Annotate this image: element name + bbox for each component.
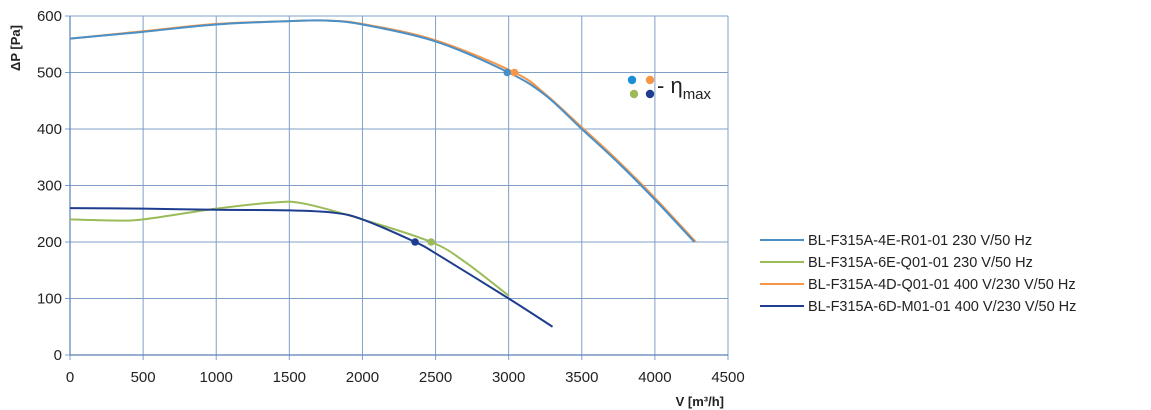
eta-max-point-2	[427, 238, 435, 246]
y-tick-label: 500	[37, 65, 62, 82]
y-tick-label: 400	[37, 121, 62, 138]
eta-legend-dot	[629, 89, 639, 99]
x-tick-label: 500	[131, 369, 156, 386]
legend-label-2: BL-F315A-6E-Q01-01 230 V/50 Hz	[808, 255, 1033, 271]
x-tick-label: 1000	[200, 369, 233, 386]
series-lines	[69, 19, 697, 328]
eta-legend-dot	[645, 89, 655, 99]
x-tick-label: 2500	[419, 369, 452, 386]
legend-label-1: BL-F315A-4E-R01-01 230 V/50 Hz	[808, 233, 1032, 249]
series-line-2	[69, 200, 510, 297]
eta-legend-dot	[627, 75, 637, 85]
y-tick-label: 600	[37, 8, 62, 25]
series-line-1	[69, 19, 696, 243]
eta-max-markers	[411, 68, 519, 246]
eta-max-point-1	[503, 68, 512, 77]
legend-label-3: BL-F315A-4D-Q01-01 400 V/230 V/50 Hz	[808, 277, 1076, 293]
eta-max-legend: - ηmax	[627, 73, 712, 103]
eta-legend-dot	[645, 75, 655, 85]
x-tick-label: 2000	[346, 369, 379, 386]
grid	[69, 15, 729, 356]
legend-label-4: BL-F315A-6D-M01-01 400 V/230 V/50 Hz	[808, 299, 1076, 315]
eta-max-point-3	[510, 68, 519, 77]
x-tick-label: 3500	[565, 369, 598, 386]
x-tick-label: 3000	[492, 369, 525, 386]
series-line-4	[69, 207, 554, 328]
x-tick-label: 4500	[711, 369, 744, 386]
eta-legend-prefix: - η	[657, 73, 683, 98]
eta-legend-subscript: max	[683, 86, 712, 103]
x-axis-label: V [m³/h]	[676, 394, 724, 409]
y-tick-label: 200	[37, 234, 62, 251]
x-tick-label: 0	[66, 369, 74, 386]
y-axis-label: ΔP [Pa]	[8, 25, 23, 71]
x-tick-label: 4000	[638, 369, 671, 386]
legend: BL-F315A-4E-R01-01 230 V/50 Hz BL-F315A-6…	[760, 233, 1076, 315]
eta-legend-label: - ηmax	[657, 73, 712, 103]
eta-max-point-4	[411, 238, 419, 246]
y-tick-label: 100	[37, 291, 62, 308]
y-tick-label: 0	[54, 347, 62, 364]
x-tick-label: 1500	[273, 369, 306, 386]
axes: 0 500 1000 1500 2000 2500 3000 3500 4000 4500 0 100…	[37, 8, 745, 386]
y-tick-label: 300	[37, 178, 62, 195]
